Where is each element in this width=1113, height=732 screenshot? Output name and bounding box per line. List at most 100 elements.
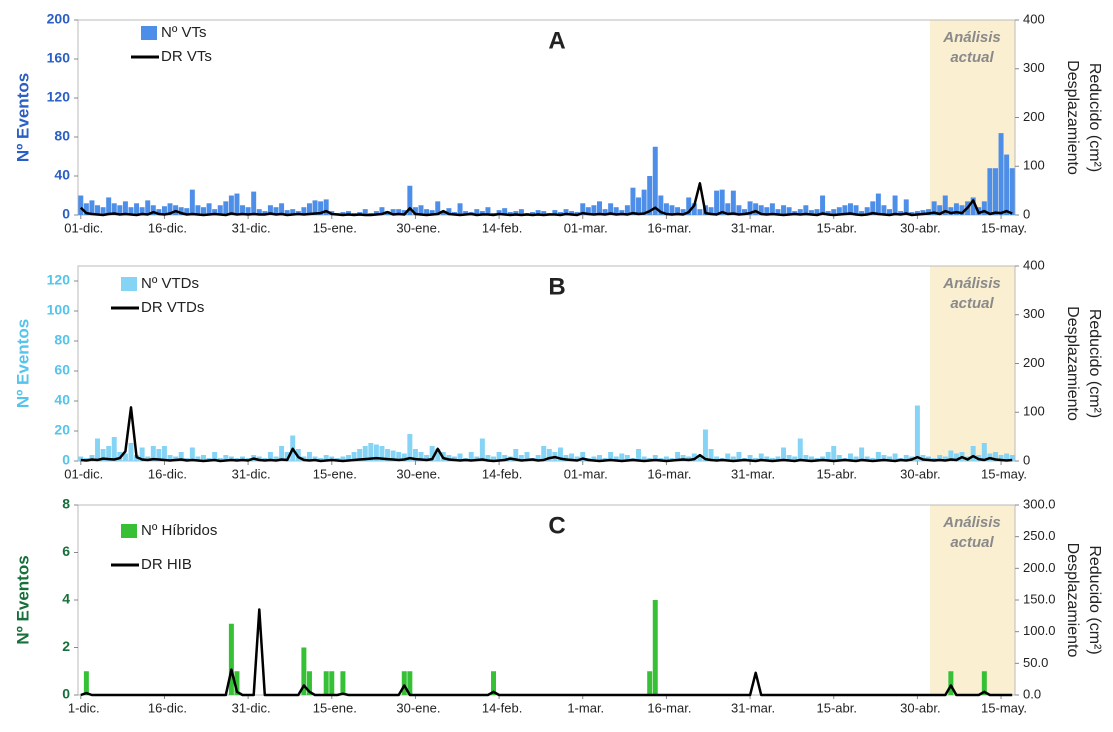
x-tick-label: 15-may. <box>981 700 1027 715</box>
x-tick-label: 16-mar. <box>647 466 691 481</box>
bar <box>134 203 140 215</box>
y-tick-label: 6 <box>62 543 70 559</box>
y2-tick-label: 0.0 <box>1023 686 1041 701</box>
bar <box>948 207 954 215</box>
bar <box>323 199 329 215</box>
y-tick-label: 0 <box>62 206 70 222</box>
bar <box>491 456 497 461</box>
bar <box>892 195 898 215</box>
y-axis-title: Nº Eventos <box>13 555 32 644</box>
bar <box>842 205 848 215</box>
y-tick-label: 2 <box>62 638 70 654</box>
bar <box>279 203 285 215</box>
y-tick-label: 40 <box>54 392 70 408</box>
legend-label: DR VTDs <box>141 299 204 316</box>
x-tick-label: 01-dic. <box>64 220 103 235</box>
bar <box>563 209 569 215</box>
y2-tick-label: 50.0 <box>1023 655 1048 670</box>
bar <box>340 212 346 215</box>
bar <box>764 456 770 461</box>
bar <box>697 209 703 215</box>
bar <box>407 185 413 215</box>
bar <box>78 195 84 215</box>
bar <box>652 600 658 695</box>
bar <box>786 207 792 215</box>
bar <box>920 455 926 461</box>
legend-swatch <box>121 277 137 291</box>
y2-tick-label: 400 <box>1023 11 1045 26</box>
bar <box>418 452 424 461</box>
bar <box>647 176 653 215</box>
bar <box>535 210 541 215</box>
bar <box>513 211 519 215</box>
bar <box>953 203 959 215</box>
bar <box>502 455 508 461</box>
bar <box>424 455 430 461</box>
bar <box>340 671 346 695</box>
bar <box>730 456 736 461</box>
bar <box>814 209 820 215</box>
bar <box>937 205 943 215</box>
bar <box>669 205 675 215</box>
x-tick-label: 15-ene. <box>313 220 357 235</box>
bar <box>429 446 435 461</box>
bar <box>853 205 859 215</box>
bar <box>234 671 240 695</box>
y2-tick-label: 0 <box>1023 452 1030 467</box>
bar <box>714 190 720 215</box>
bar <box>697 455 703 461</box>
bar <box>747 455 753 461</box>
bar <box>256 209 262 215</box>
bar <box>418 205 424 215</box>
y-axis-title: Nº Eventos <box>13 73 32 162</box>
bar <box>106 197 112 215</box>
bar <box>479 438 485 461</box>
bar <box>122 201 128 215</box>
bar <box>881 205 887 215</box>
bar <box>234 193 240 215</box>
y2-tick-label: 150.0 <box>1023 591 1056 606</box>
bar <box>853 456 859 461</box>
bar <box>396 452 402 461</box>
bar-series <box>78 133 1015 215</box>
x-tick-label: 31-mar. <box>731 220 775 235</box>
x-tick-label: 30-ene. <box>396 466 440 481</box>
bar <box>797 438 803 461</box>
bar <box>970 446 976 461</box>
bar <box>686 197 692 215</box>
bar <box>641 189 647 215</box>
bar <box>346 455 351 461</box>
y2-tick-label: 200.0 <box>1023 560 1056 575</box>
bar <box>847 453 853 461</box>
bar <box>831 209 837 215</box>
bar <box>212 452 218 461</box>
bar <box>847 203 853 215</box>
bar <box>368 443 374 461</box>
line-series <box>79 182 1013 217</box>
bar <box>675 207 681 215</box>
bar <box>401 453 407 461</box>
bar <box>942 456 948 461</box>
bar <box>753 203 759 215</box>
bar <box>167 203 173 215</box>
bar <box>201 455 206 461</box>
bar <box>602 209 608 215</box>
bar <box>546 449 552 461</box>
bar <box>1004 154 1010 215</box>
bar <box>357 449 363 461</box>
x-tick-label: 16-mar. <box>647 220 691 235</box>
y2-axis-title: Reducido (cm²) <box>1086 545 1103 654</box>
bar <box>1009 455 1015 461</box>
y2-axis-title: Reducido (cm²) <box>1086 309 1103 418</box>
bar <box>150 205 156 215</box>
bar <box>914 405 920 461</box>
bar <box>702 429 708 461</box>
bar <box>178 207 184 215</box>
bar <box>580 203 586 215</box>
x-tick-label: 14-feb. <box>482 466 522 481</box>
bar <box>89 455 95 461</box>
bar <box>223 455 229 461</box>
bar <box>223 201 229 215</box>
bar <box>306 671 312 695</box>
x-tick-label: 31-dic. <box>232 220 271 235</box>
